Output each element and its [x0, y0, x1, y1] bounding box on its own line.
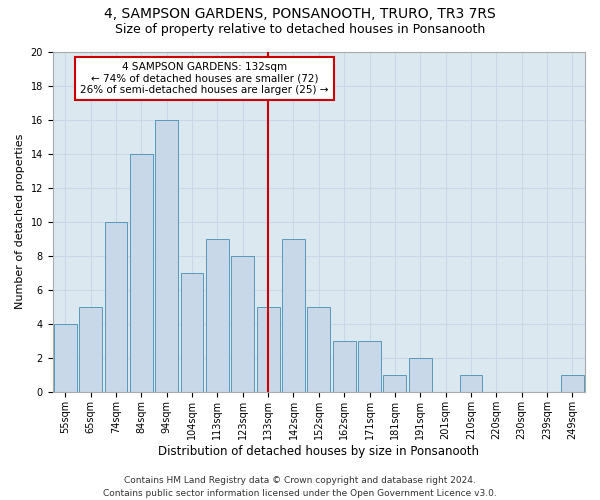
- Bar: [282, 238, 305, 392]
- Bar: [460, 375, 482, 392]
- Bar: [257, 307, 280, 392]
- Bar: [206, 238, 229, 392]
- Bar: [333, 341, 356, 392]
- Text: 4 SAMPSON GARDENS: 132sqm
← 74% of detached houses are smaller (72)
26% of semi-: 4 SAMPSON GARDENS: 132sqm ← 74% of detac…: [80, 62, 329, 95]
- Bar: [232, 256, 254, 392]
- X-axis label: Distribution of detached houses by size in Ponsanooth: Distribution of detached houses by size …: [158, 444, 479, 458]
- Bar: [358, 341, 381, 392]
- Bar: [155, 120, 178, 392]
- Text: 4, SAMPSON GARDENS, PONSANOOTH, TRURO, TR3 7RS: 4, SAMPSON GARDENS, PONSANOOTH, TRURO, T…: [104, 8, 496, 22]
- Bar: [130, 154, 153, 392]
- Bar: [383, 375, 406, 392]
- Text: Contains HM Land Registry data © Crown copyright and database right 2024.
Contai: Contains HM Land Registry data © Crown c…: [103, 476, 497, 498]
- Bar: [181, 273, 203, 392]
- Bar: [104, 222, 127, 392]
- Y-axis label: Number of detached properties: Number of detached properties: [15, 134, 25, 310]
- Text: Size of property relative to detached houses in Ponsanooth: Size of property relative to detached ho…: [115, 22, 485, 36]
- Bar: [409, 358, 431, 392]
- Bar: [79, 307, 102, 392]
- Bar: [307, 307, 330, 392]
- Bar: [561, 375, 584, 392]
- Bar: [54, 324, 77, 392]
